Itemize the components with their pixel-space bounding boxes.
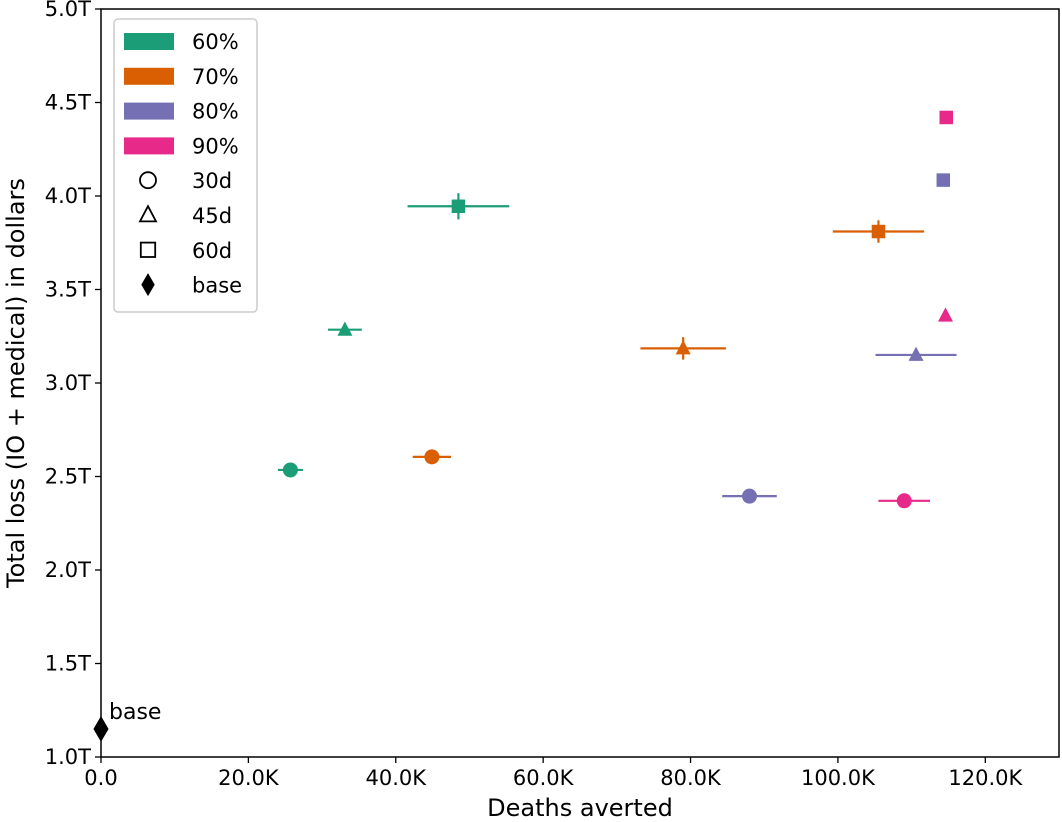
- data-point-60pct-60d: [407, 193, 510, 220]
- legend-item-60pct: 60%: [124, 30, 239, 54]
- base-annotation: base: [109, 700, 161, 725]
- legend-square-icon: [139, 241, 157, 258]
- legend-diamond-icon: [141, 273, 155, 297]
- x-tick-label: 20.0K: [218, 766, 280, 790]
- legend-circle-icon: [139, 171, 157, 190]
- x-tick-label: 80.0K: [660, 766, 722, 790]
- legend-item-30d: 30d: [139, 169, 232, 193]
- circle-marker: [896, 493, 912, 509]
- circle-marker: [424, 449, 440, 465]
- legend-item-80pct: 80%: [124, 100, 239, 124]
- y-tick-label: 3.5T: [45, 278, 91, 302]
- plot-area: base: [93, 110, 957, 742]
- data-point-90pct-60d: [939, 110, 954, 125]
- y-tick-label: 1.0T: [45, 745, 91, 769]
- data-point-70pct-30d: [412, 449, 452, 465]
- x-tick-label: 60.0K: [513, 766, 575, 790]
- data-point-60pct-30d: [277, 462, 303, 478]
- legend-item-70pct: 70%: [124, 65, 239, 89]
- legend-label: base: [192, 274, 242, 298]
- circle-marker: [741, 488, 757, 504]
- legend-triangle-icon: [138, 204, 158, 223]
- data-point-80pct-60d: [936, 173, 951, 187]
- y-tick-label: 1.5T: [45, 652, 91, 676]
- y-tick-label: 3.0T: [45, 371, 91, 395]
- legend-label: 45d: [192, 204, 232, 228]
- legend-swatch: [124, 67, 174, 85]
- x-tick-label: 120.0K: [948, 766, 1023, 790]
- legend-label: 80%: [192, 100, 239, 124]
- square-marker: [871, 224, 886, 239]
- triangle-marker: [337, 321, 353, 336]
- legend-label: 70%: [192, 65, 239, 89]
- legend-item-45d: 45d: [138, 204, 232, 228]
- square-marker: [939, 110, 954, 125]
- y-tick-label: 5.0T: [45, 0, 91, 21]
- y-tick-label: 2.5T: [45, 465, 91, 489]
- triangle-marker: [938, 307, 954, 322]
- circle-marker: [282, 462, 298, 478]
- legend-label: 60%: [192, 30, 239, 54]
- legend-box: [113, 18, 258, 313]
- y-axis-title: Total loss (IO + medical) in dollars: [2, 178, 30, 589]
- legend-label: 60d: [192, 239, 232, 263]
- data-point-80pct-45d: [875, 346, 957, 361]
- legend-swatch: [124, 102, 174, 120]
- legend-swatch: [124, 137, 174, 155]
- y-tick-label: 4.5T: [45, 91, 91, 115]
- x-tick-label: 100.0K: [801, 766, 876, 790]
- legend-item-base: base: [141, 273, 242, 298]
- data-point-90pct-30d: [878, 493, 931, 509]
- y-axis: 1.0T 1.5T 2.0T 2.5T 3.0T 3.5T 4.0T 4.5T 5.0T: [45, 0, 101, 769]
- x-axis: 0.0 20.0K 40.0K 60.0K 80.0K 100.0K 120.0K: [84, 757, 1023, 790]
- y-tick-label: 2.0T: [45, 558, 91, 582]
- triangle-marker: [675, 340, 691, 355]
- legend-item-60d: 60d: [139, 239, 232, 263]
- data-point-80pct-30d: [722, 488, 777, 504]
- legend-item-90pct: 90%: [124, 134, 239, 158]
- y-tick-label: 4.0T: [45, 184, 91, 208]
- data-point-60pct-45d: [327, 321, 362, 336]
- x-tick-label: 40.0K: [366, 766, 428, 790]
- data-point-70pct-60d: [832, 220, 925, 243]
- data-point-70pct-45d: [640, 337, 726, 360]
- square-marker: [936, 173, 951, 187]
- legend-label: 30d: [192, 169, 232, 193]
- triangle-marker: [908, 346, 924, 361]
- legend-label: 90%: [192, 134, 239, 158]
- legend: 60% 70% 80% 90% 30d 45d 60d base: [113, 18, 258, 313]
- data-point-90pct-45d: [938, 307, 954, 322]
- square-marker: [451, 199, 466, 214]
- x-axis-title: Deaths averted: [487, 794, 673, 822]
- x-tick-label: 0.0: [84, 766, 117, 790]
- legend-swatch: [124, 33, 174, 50]
